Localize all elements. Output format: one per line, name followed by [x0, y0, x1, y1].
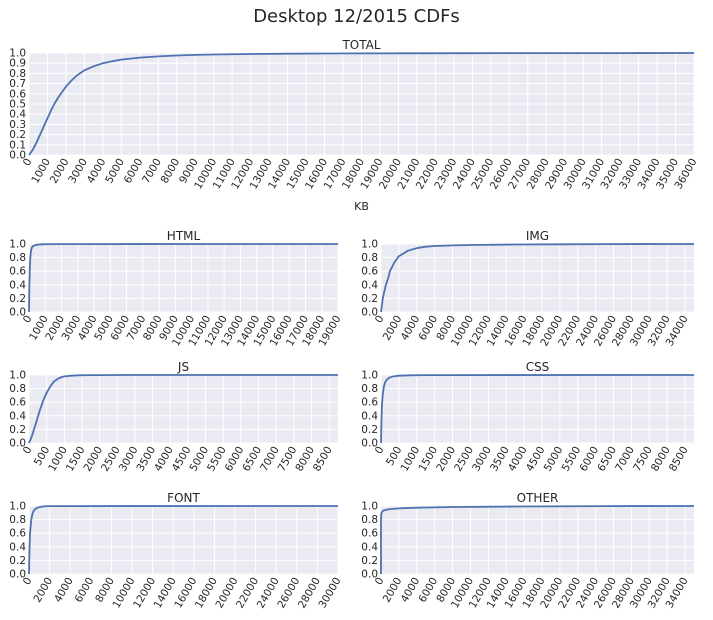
total-y-tick-label: 0.1: [9, 139, 26, 151]
img-y-tick-label: 1.0: [361, 239, 378, 251]
total-title: TOTAL: [341, 38, 380, 52]
font-title: FONT: [167, 491, 200, 505]
css-cdf-line: [380, 374, 695, 444]
total-y-tick-label: 0.2: [9, 129, 26, 141]
js-cdf-line: [28, 374, 338, 444]
html-y-tick-label: 0.0: [9, 307, 26, 319]
css-x-tick-label: 8500: [667, 445, 691, 474]
html-title: HTML: [167, 229, 201, 243]
font-y-tick-label: 0.6: [9, 528, 26, 540]
css-y-tick-label: 0.8: [361, 383, 378, 395]
img-y-tick-label: 0.0: [361, 307, 378, 319]
total-x-axis-label: KB: [354, 200, 369, 213]
img-y-tick-label: 0.4: [361, 279, 378, 291]
font-x-tick-label: 0: [21, 576, 35, 588]
font-y-tick-label: 0.0: [9, 569, 26, 581]
total-y-tick-label: 0.6: [9, 88, 26, 100]
font-y-tick-label: 0.2: [9, 555, 26, 567]
total-x-tick-label: 0: [21, 157, 35, 169]
css-y-tick-label: 0.6: [361, 397, 378, 409]
other-y-tick-label: 1.0: [361, 501, 378, 513]
js-plot-area: [29, 375, 338, 443]
total-y-tick-label: 0.5: [9, 99, 26, 111]
img-title: IMG: [526, 229, 549, 243]
js-y-tick-label: 0.8: [9, 383, 26, 395]
html-y-tick-label: 1.0: [9, 239, 26, 251]
other-subplot: 0.00.20.40.60.81.00200040006000800010000…: [361, 491, 695, 610]
img-subplot: 0.00.20.40.60.81.00200040006000800010000…: [361, 229, 695, 348]
subplots: 0.00.10.20.30.40.50.60.70.80.91.00100020…: [9, 38, 699, 610]
css-x-tick-label: 0: [373, 445, 387, 457]
total-y-tick-label: 1.0: [9, 48, 26, 60]
css-y-tick-label: 0.2: [361, 424, 378, 436]
total-y-tick-label: 0.8: [9, 68, 26, 80]
img-plot-area: [381, 244, 694, 312]
font-subplot: 0.00.20.40.60.81.00200040006000800010000…: [9, 491, 343, 610]
js-x-tick-label: 0: [21, 445, 35, 457]
font-y-tick-label: 0.4: [9, 541, 26, 553]
font-x-tick-label: 6000: [73, 576, 97, 605]
other-x-tick-label: 0: [373, 576, 387, 588]
html-y-tick-label: 0.6: [9, 266, 26, 278]
css-y-tick-label: 0.4: [361, 410, 378, 422]
img-cdf-line: [380, 243, 695, 313]
img-y-tick-label: 0.2: [361, 293, 378, 305]
img-y-tick-label: 0.6: [361, 266, 378, 278]
html-subplot: 0.00.20.40.60.81.00100020003000400050006…: [9, 229, 343, 348]
font-cdf-line: [28, 505, 339, 575]
js-title: JS: [177, 360, 189, 374]
font-y-tick-label: 1.0: [9, 501, 26, 513]
js-y-tick-label: 0.0: [9, 438, 26, 450]
other-y-tick-label: 0.4: [361, 541, 378, 553]
other-cdf-line: [380, 505, 695, 574]
html-y-tick-label: 0.8: [9, 252, 26, 264]
html-x-tick-label: 0: [21, 314, 35, 326]
html-plot-area: [29, 244, 338, 312]
other-plot-area: [381, 506, 694, 574]
js-y-tick-label: 0.6: [9, 397, 26, 409]
html-cdf-line: [28, 243, 339, 313]
other-y-tick-label: 0.2: [361, 555, 378, 567]
font-x-tick-label: 4000: [52, 576, 76, 605]
figure-title: Desktop 12/2015 CDFs: [253, 6, 460, 27]
js-subplot: 0.00.20.40.60.81.00500100015002000250030…: [9, 360, 338, 474]
js-x-tick-label: 8500: [311, 445, 335, 474]
font-y-tick-label: 0.8: [9, 514, 26, 526]
total-subplot: 0.00.10.20.30.40.50.60.70.80.91.00100020…: [9, 38, 699, 213]
js-y-tick-label: 1.0: [9, 370, 26, 382]
other-y-tick-label: 0.0: [361, 569, 378, 581]
js-y-tick-label: 0.2: [9, 424, 26, 436]
total-y-tick-label: 0.3: [9, 119, 26, 131]
total-y-tick-label: 0.7: [9, 78, 26, 90]
total-y-tick-label: 0.0: [9, 150, 26, 162]
css-title: CSS: [526, 360, 550, 374]
img-y-tick-label: 0.8: [361, 252, 378, 264]
css-subplot: 0.00.20.40.60.81.00500100015002000250030…: [361, 360, 695, 474]
total-y-tick-label: 0.4: [9, 109, 26, 121]
total-cdf-line: [28, 52, 695, 156]
font-x-tick-label: 2000: [31, 576, 55, 605]
js-y-tick-label: 0.4: [9, 410, 26, 422]
total-y-tick-label: 0.9: [9, 58, 26, 70]
css-y-tick-label: 1.0: [361, 370, 378, 382]
html-y-tick-label: 0.4: [9, 279, 26, 291]
other-title: OTHER: [517, 491, 559, 505]
css-y-tick-label: 0.0: [361, 438, 378, 450]
other-y-tick-label: 0.8: [361, 514, 378, 526]
other-y-tick-label: 0.6: [361, 528, 378, 540]
css-plot-area: [381, 375, 694, 443]
img-x-tick-label: 0: [373, 314, 387, 326]
font-plot-area: [29, 506, 338, 574]
html-y-tick-label: 0.2: [9, 293, 26, 305]
